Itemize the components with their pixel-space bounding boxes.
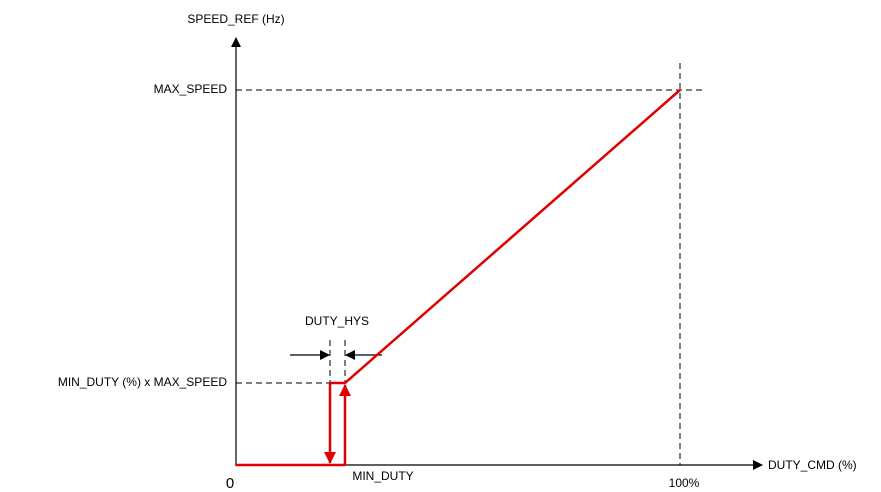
max-speed-label: MAX_SPEED [154,82,228,96]
speed-ramp [330,89,681,385]
full-duty-label: 100% [669,476,700,490]
min-duty-label: MIN_DUTY [352,469,413,483]
origin-label: 0 [226,475,234,492]
min-speed-label: MIN_DUTY (%) x MAX_SPEED [58,375,227,389]
x-axis-label: DUTY_CMD (%) [768,458,857,472]
hysteresis-label: DUTY_HYS [305,314,369,328]
y-axis-label: SPEED_REF (Hz) [187,12,284,26]
